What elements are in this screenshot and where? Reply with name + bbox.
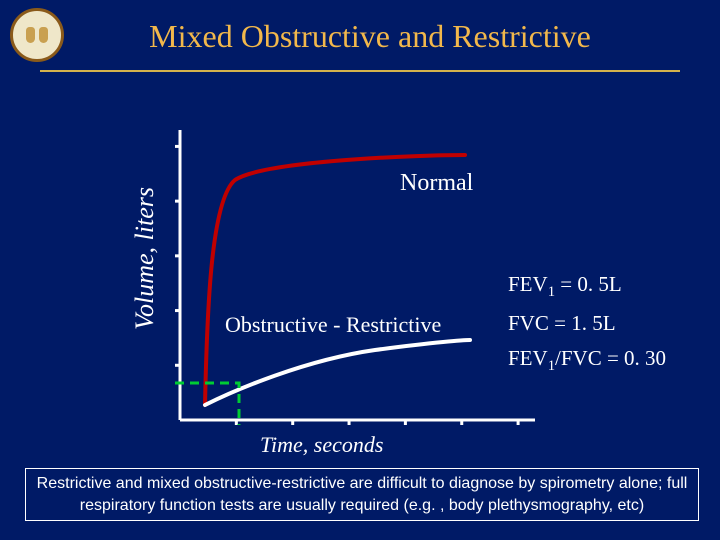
ratio-rest: /FVC = 0. 30 (555, 346, 666, 370)
chart-svg (175, 130, 535, 425)
x-axis-label: Time, seconds (260, 432, 383, 458)
legend-normal: Normal (400, 170, 473, 197)
fev1-label: FEV (508, 272, 548, 296)
chart (175, 130, 535, 425)
legend-mixed: Obstructive - Restrictive (225, 312, 441, 338)
logo-badge (10, 8, 64, 62)
lungs-icon (26, 24, 48, 46)
slide-title: Mixed Obstructive and Restrictive (70, 18, 670, 55)
fev1-value: FEV1 = 0. 5L (508, 272, 666, 301)
ratio-sub: 1 (548, 358, 555, 374)
fev1-sub: 1 (548, 284, 555, 300)
slide: Mixed Obstructive and Restrictive Volume… (0, 0, 720, 540)
footnote: Restrictive and mixed obstructive-restri… (25, 468, 699, 521)
ratio-value: FEV1/FVC = 0. 30 (508, 346, 666, 375)
metrics-block: FEV1 = 0. 5L FVC = 1. 5L FEV1/FVC = 0. 3… (508, 272, 666, 385)
title-underline (40, 70, 680, 72)
y-axis-label: Volume, liters (130, 187, 160, 330)
ratio-label: FEV (508, 346, 548, 370)
fvc-value: FVC = 1. 5L (508, 311, 666, 336)
fev1-eq: = 0. 5L (555, 272, 622, 296)
